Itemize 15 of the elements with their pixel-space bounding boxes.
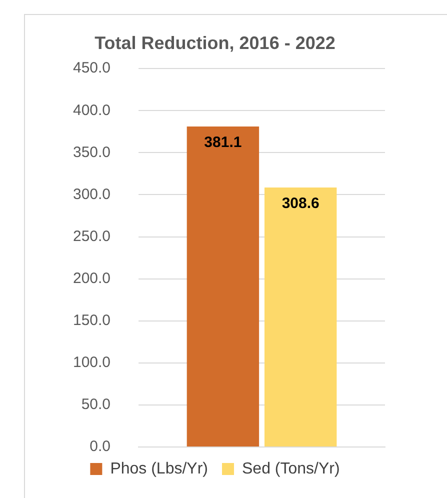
y-tick-label: 400.0 xyxy=(72,102,111,119)
legend-label: Phos (Lbs/Yr) xyxy=(110,460,208,478)
y-tick-label: 200.0 xyxy=(72,270,111,287)
y-tick-label: 450.0 xyxy=(72,60,111,77)
data-label: 381.1 xyxy=(204,134,242,152)
legend-label: Sed (Tons/Yr) xyxy=(242,460,340,478)
y-tick-label: 150.0 xyxy=(72,312,111,330)
y-tick-label: 0.0 xyxy=(90,438,111,456)
y-tick-label: 50.0 xyxy=(81,396,111,414)
y-tick-label: 300.0 xyxy=(72,186,111,203)
y-tick-label: 100.0 xyxy=(72,354,111,372)
data-label: 308.6 xyxy=(282,195,320,212)
y-tick-label: 350.0 xyxy=(72,144,111,161)
chart-title: Total Reduction, 2016 - 2022 xyxy=(94,32,336,53)
y-tick-label: 250.0 xyxy=(72,228,111,245)
